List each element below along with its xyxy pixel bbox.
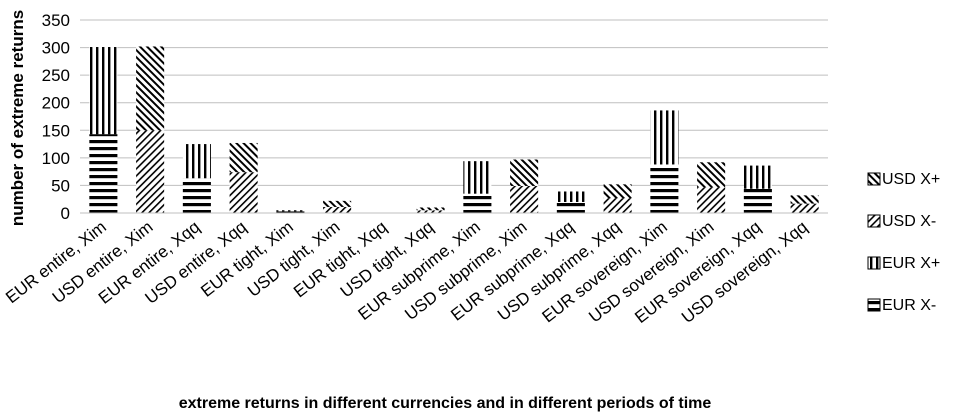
bar-usd-x- bbox=[136, 130, 165, 213]
legend-swatch bbox=[867, 172, 881, 186]
bars bbox=[89, 46, 819, 213]
bar-eur-x- bbox=[276, 210, 305, 212]
bar-eur-x- bbox=[650, 164, 679, 213]
y-tick-label: 100 bbox=[42, 149, 70, 168]
y-tick-label: 200 bbox=[42, 94, 70, 113]
bar-eur-x- bbox=[556, 201, 585, 213]
y-tick-label: 0 bbox=[61, 204, 70, 223]
bar-usd-x- bbox=[790, 203, 819, 213]
bar-usd-x- bbox=[229, 172, 258, 213]
bar-usd-x- bbox=[323, 206, 352, 213]
bar-eur-x- bbox=[182, 144, 211, 179]
bar-eur-x- bbox=[182, 178, 211, 213]
y-tick-label: 300 bbox=[42, 39, 70, 58]
bar-eur-x- bbox=[463, 161, 492, 194]
bar-eur-x- bbox=[743, 165, 772, 189]
y-axis-ticks: 0 50 100 150 200 250 300 350 bbox=[42, 11, 70, 223]
bar-eur-x- bbox=[743, 188, 772, 213]
bar-eur-x- bbox=[276, 211, 305, 213]
bar-usd-x- bbox=[416, 207, 445, 211]
legend-label: EUR X- bbox=[882, 297, 936, 314]
bar-usd-x- bbox=[229, 142, 258, 173]
bar-usd-x- bbox=[697, 187, 726, 213]
bar-eur-x- bbox=[463, 193, 492, 213]
legend-label: USD X- bbox=[882, 213, 936, 230]
x-axis-label: extreme returns in different currencies … bbox=[179, 395, 712, 412]
y-tick-label: 150 bbox=[42, 121, 70, 140]
bar-usd-x- bbox=[416, 210, 445, 213]
y-axis-label: number of extreme returns bbox=[8, 10, 27, 226]
bar-usd-x- bbox=[790, 195, 819, 204]
legend-swatch bbox=[867, 298, 881, 312]
bar-eur-x- bbox=[89, 134, 118, 213]
bar-usd-x- bbox=[603, 198, 632, 213]
bar-usd-x- bbox=[603, 184, 632, 199]
legend-swatch bbox=[867, 214, 881, 228]
bar-usd-x- bbox=[510, 185, 539, 213]
bar-usd-x- bbox=[136, 46, 165, 131]
y-tick-label: 50 bbox=[51, 176, 70, 195]
bar-eur-x- bbox=[556, 191, 585, 202]
bar-eur-x- bbox=[89, 47, 118, 135]
y-tick-label: 250 bbox=[42, 66, 70, 85]
bar-usd-x- bbox=[697, 162, 726, 188]
bar-eur-x- bbox=[650, 110, 679, 165]
legend-label: USD X+ bbox=[882, 171, 940, 188]
bar-usd-x- bbox=[510, 159, 539, 186]
y-tick-label: 350 bbox=[42, 11, 70, 30]
legend: USD X+ USD X- EUR X+ EUR X- bbox=[867, 171, 940, 314]
legend-label: EUR X+ bbox=[882, 255, 940, 272]
bar-usd-x- bbox=[323, 200, 352, 207]
legend-swatch bbox=[867, 256, 881, 270]
